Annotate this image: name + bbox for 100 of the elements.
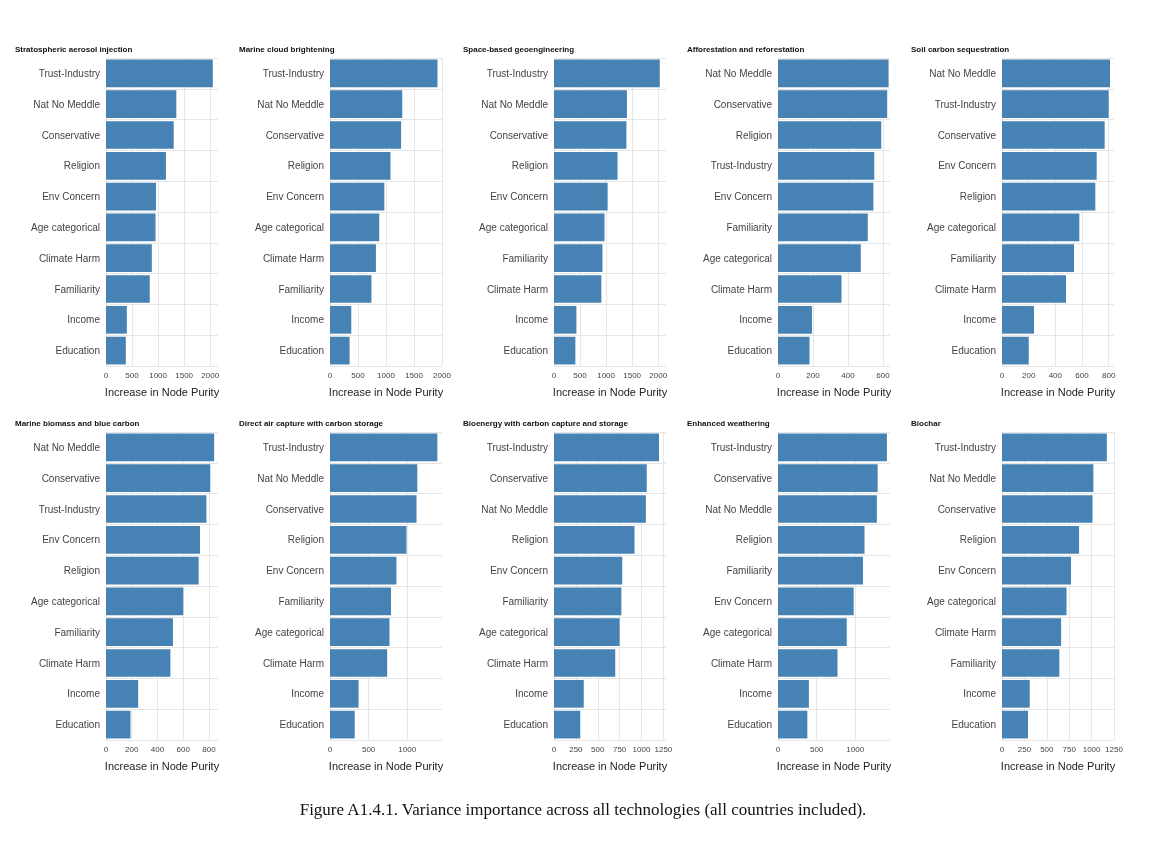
x-tick-label: 1500 xyxy=(405,370,424,380)
chart-title: Enhanced weathering xyxy=(687,418,770,428)
y-tick-label: Income xyxy=(963,688,997,700)
y-tick-label: Climate Harm xyxy=(710,283,772,295)
bar xyxy=(1002,59,1110,88)
bar xyxy=(1002,305,1034,334)
y-tick-label: Income xyxy=(67,314,101,326)
bar xyxy=(1002,151,1097,180)
bar xyxy=(1002,649,1060,677)
bar xyxy=(1002,182,1096,211)
bar xyxy=(778,525,865,554)
y-tick-label: Trust-Industry xyxy=(486,67,548,79)
bar xyxy=(554,336,576,365)
y-tick-label: Religion xyxy=(63,160,100,172)
x-tick-label: 0 xyxy=(551,370,557,380)
y-tick-label: Trust-Industry xyxy=(262,441,324,453)
y-tick-label: Conservative xyxy=(265,129,325,141)
y-tick-label: Age categorical xyxy=(255,626,324,638)
y-tick-label: Env Concern xyxy=(714,595,772,607)
bar xyxy=(778,90,888,119)
bar xyxy=(554,464,647,493)
y-tick-label: Trust-Industry xyxy=(486,441,548,453)
y-tick-label: Age categorical xyxy=(31,221,100,233)
y-tick-label: Conservative xyxy=(713,98,773,110)
bar xyxy=(554,213,605,242)
bar xyxy=(554,151,618,180)
y-tick-label: Education xyxy=(55,345,100,357)
y-tick-label: Income xyxy=(67,688,101,700)
bar xyxy=(330,649,388,677)
x-tick-label: 0 xyxy=(103,744,109,754)
bar xyxy=(778,244,861,273)
x-tick-label: 2000 xyxy=(649,370,668,380)
bar xyxy=(554,649,616,677)
x-tick-label: 0 xyxy=(775,744,781,754)
x-tick-label: 0 xyxy=(999,744,1005,754)
bar xyxy=(554,244,603,273)
bar xyxy=(106,305,127,334)
y-tick-label: Conservative xyxy=(489,472,549,484)
x-tick-label: 0 xyxy=(999,370,1005,380)
bar xyxy=(106,587,184,616)
x-axis-title: Increase in Node Purity xyxy=(552,759,668,772)
bar xyxy=(330,587,392,616)
y-tick-label: Env Concern xyxy=(42,191,100,203)
x-tick-label: 0 xyxy=(551,744,557,754)
x-tick-label: 600 xyxy=(1075,370,1090,380)
bar xyxy=(554,433,659,462)
y-tick-label: Conservative xyxy=(41,129,101,141)
y-tick-label: Conservative xyxy=(937,129,997,141)
y-tick-label: Climate Harm xyxy=(710,657,772,669)
x-tick-label: 750 xyxy=(612,744,627,754)
bar xyxy=(330,151,391,180)
bar xyxy=(330,213,380,242)
y-tick-label: Climate Harm xyxy=(486,657,548,669)
bar xyxy=(106,464,211,493)
x-tick-label: 1000 xyxy=(377,370,396,380)
y-tick-label: Education xyxy=(727,719,772,731)
bar xyxy=(106,59,213,88)
bar xyxy=(106,275,150,303)
bar xyxy=(554,495,646,523)
chart-title: Afforestation and reforestation xyxy=(687,44,805,54)
bar xyxy=(554,679,584,708)
y-tick-label: Familiarity xyxy=(726,565,772,577)
bar xyxy=(1002,710,1028,739)
y-tick-label: Age categorical xyxy=(479,626,548,638)
y-tick-label: Climate Harm xyxy=(38,252,100,264)
y-tick-label: Familiarity xyxy=(54,283,100,295)
bar xyxy=(106,679,139,708)
x-tick-label: 0 xyxy=(103,370,109,380)
x-tick-label: 200 xyxy=(1021,370,1036,380)
y-tick-label: Trust-Industry xyxy=(262,67,324,79)
y-tick-label: Nat No Meddle xyxy=(257,472,325,484)
bar xyxy=(778,679,809,708)
y-tick-label: Climate Harm xyxy=(934,626,996,638)
y-tick-label: Age categorical xyxy=(31,595,100,607)
chart-title: Marine biomass and blue carbon xyxy=(15,418,140,428)
bar xyxy=(330,121,402,149)
bar xyxy=(330,618,390,647)
x-tick-label: 1250 xyxy=(1105,744,1124,754)
bar xyxy=(554,182,608,211)
x-tick-label: 2000 xyxy=(201,370,220,380)
y-tick-label: Nat No Meddle xyxy=(481,503,549,515)
y-tick-label: Trust-Industry xyxy=(710,441,772,453)
bar xyxy=(1002,275,1066,303)
bar xyxy=(330,275,372,303)
bar xyxy=(778,464,878,493)
x-tick-label: 500 xyxy=(351,370,366,380)
y-tick-label: Education xyxy=(503,345,548,357)
y-tick-label: Nat No Meddle xyxy=(705,503,773,515)
x-tick-label: 1000 xyxy=(398,744,417,754)
x-tick-label: 500 xyxy=(809,744,824,754)
y-tick-label: Env Concern xyxy=(714,191,772,203)
bar xyxy=(1002,679,1030,708)
y-tick-label: Env Concern xyxy=(938,160,996,172)
bar xyxy=(554,556,623,585)
x-tick-label: 400 xyxy=(150,744,165,754)
y-tick-label: Income xyxy=(291,688,325,700)
x-axis-title: Increase in Node Purity xyxy=(1000,385,1116,398)
y-tick-label: Familiarity xyxy=(278,595,324,607)
bar xyxy=(106,151,166,180)
y-tick-label: Religion xyxy=(735,129,772,141)
